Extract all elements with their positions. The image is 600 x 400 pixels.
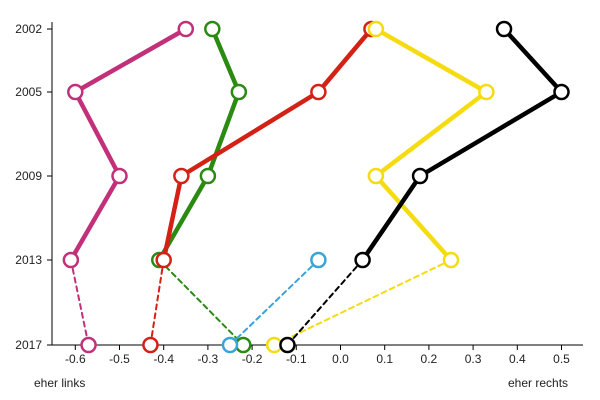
series-line-segment — [210, 26, 242, 95]
data-point — [142, 336, 159, 354]
y-tick-label: 2009 — [15, 169, 42, 183]
series-line-segment — [360, 173, 423, 263]
x-tick-label: 0.3 — [465, 352, 482, 366]
x-tick-label: -0.2 — [242, 352, 263, 366]
y-tick-label: 2013 — [15, 253, 42, 267]
data-point — [80, 336, 97, 354]
y-tick-label: 2017 — [15, 338, 42, 352]
data-point — [478, 83, 495, 101]
x-axis-left-label: eher links — [34, 376, 86, 390]
data-point — [367, 167, 385, 185]
data-point — [442, 251, 460, 269]
x-tick-label: 0.2 — [421, 352, 438, 366]
series-line-segment — [417, 89, 564, 179]
series-line-segment — [373, 89, 489, 179]
data-point — [235, 336, 252, 354]
series-dashed-segment — [273, 259, 452, 346]
series-line-segment — [205, 89, 242, 179]
data-point — [265, 336, 283, 354]
series-line-segment — [501, 26, 564, 95]
x-tick-label: 0.1 — [376, 352, 393, 366]
data-point — [553, 83, 570, 101]
series-line-segment — [179, 89, 321, 179]
data-point — [111, 167, 128, 185]
data-point — [204, 20, 221, 38]
x-tick-label: 0.0 — [332, 352, 349, 366]
y-tick-label: 2005 — [15, 85, 42, 99]
x-tick-label: -0.4 — [153, 352, 174, 366]
series-dashed-segment — [69, 259, 90, 346]
series-line-segment — [373, 173, 454, 263]
x-axis-right-label: eher rechts — [508, 376, 569, 390]
data-point — [177, 20, 195, 38]
data-point — [411, 167, 429, 185]
x-tick-label: -0.6 — [65, 352, 86, 366]
x-tick-label: -0.1 — [286, 352, 307, 366]
x-tick-label: 0.5 — [553, 352, 570, 366]
series-dashed-segment — [149, 259, 165, 346]
data-point — [155, 251, 172, 269]
data-point — [67, 83, 84, 101]
data-point — [221, 336, 239, 354]
y-tick-label: 2002 — [15, 22, 42, 36]
data-point — [230, 83, 248, 101]
series-line-segment — [316, 26, 374, 95]
data-point — [279, 336, 296, 354]
series-line-segment — [373, 26, 489, 95]
x-tick-label: -0.5 — [109, 352, 130, 366]
series-line-segment — [73, 26, 189, 95]
data-point — [62, 251, 80, 269]
series-dashed-segment — [286, 259, 364, 346]
data-point — [173, 167, 190, 185]
series-dashed-segment — [158, 259, 245, 346]
data-point — [310, 251, 327, 269]
series-line-segment — [73, 89, 122, 179]
series-line-segment — [161, 173, 184, 263]
data-point — [367, 20, 385, 38]
data-point — [310, 83, 327, 101]
x-tick-label: 0.4 — [509, 352, 526, 366]
series-dashed-segment — [229, 259, 320, 346]
data-point — [199, 167, 217, 185]
x-tick-label: -0.3 — [198, 352, 219, 366]
series-line-segment — [68, 173, 122, 263]
data-point — [495, 20, 513, 38]
data-point — [354, 251, 371, 269]
